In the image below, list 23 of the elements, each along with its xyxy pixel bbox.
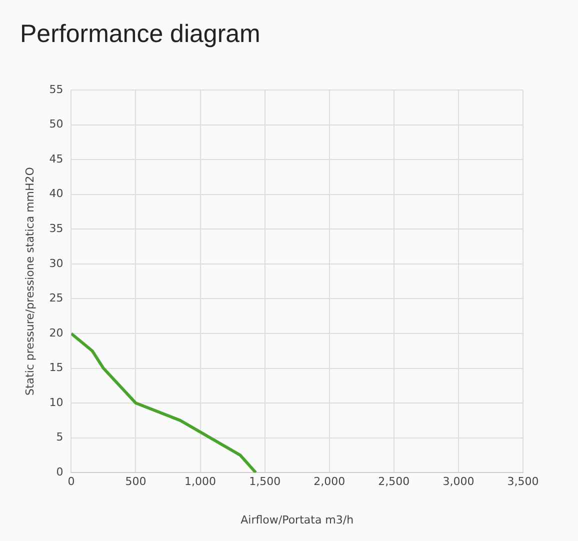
y-tick-label: 20 (49, 326, 64, 340)
x-tick-label: 3,000 (442, 475, 474, 488)
x-tick-label: 500 (125, 475, 146, 488)
y-tick-label: 25 (49, 292, 64, 305)
x-tick-label: 0 (68, 475, 75, 488)
y-tick-label: 0 (56, 465, 64, 478)
x-tick-label: 3,500 (507, 475, 539, 488)
y-tick-label: 30 (49, 256, 64, 270)
y-tick-label: 15 (49, 361, 64, 374)
y-tick-label: 40 (49, 187, 64, 200)
x-tick-label: 1,500 (249, 475, 281, 488)
chart-title: Performance diagram (20, 20, 260, 48)
y-tick-label: 55 (49, 82, 64, 96)
y-tick-label: 5 (56, 430, 64, 444)
y-axis-title: Static pressure/pressione statica mmH2O (23, 166, 36, 396)
y-tick-label: 35 (49, 222, 64, 235)
y-tick-label: 50 (49, 118, 64, 131)
x-tick-label: 1,000 (184, 475, 216, 488)
y-tick-label: 10 (49, 396, 64, 409)
y-tick-label: 45 (49, 152, 64, 166)
x-axis-title: Airflow/Portata m3/h (240, 513, 354, 526)
x-tick-label: 2,000 (314, 475, 346, 488)
x-tick-label: 2,500 (378, 475, 410, 488)
